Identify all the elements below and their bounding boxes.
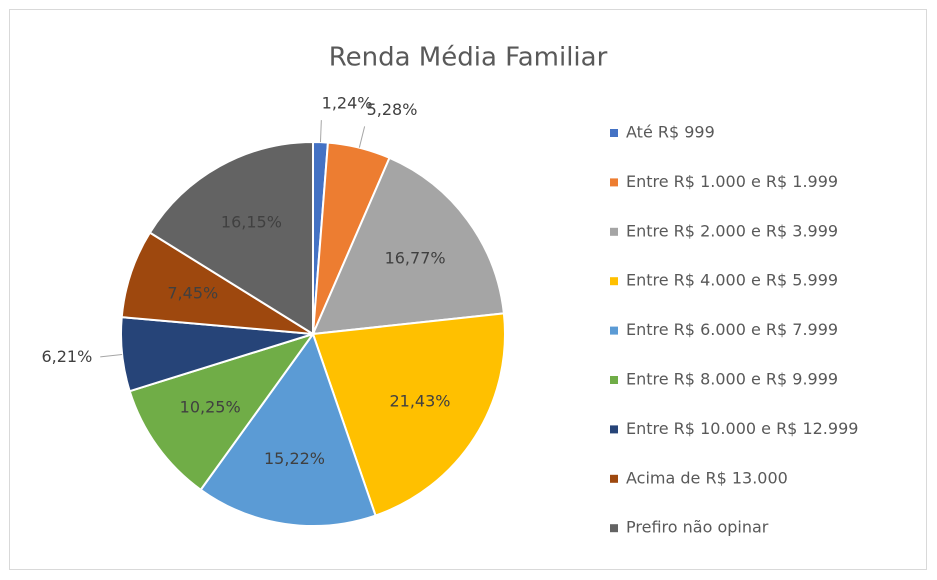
leader-line (358, 126, 366, 148)
leader-line (319, 120, 322, 143)
legend-label: Entre R$ 2.000 e R$ 3.999 (626, 221, 838, 240)
legend-swatch (610, 129, 618, 137)
legend-swatch (610, 178, 618, 187)
legend-label: Entre R$ 10.000 e R$ 12.999 (626, 419, 858, 438)
legend-label: Entre R$ 6.000 e R$ 7.999 (626, 320, 838, 339)
chart-title: Renda Média Familiar (329, 43, 608, 73)
legend-label: Entre R$ 1.000 e R$ 1.999 (626, 172, 838, 191)
data-label: 6,21% (41, 347, 92, 366)
legend-label: Até R$ 999 (626, 123, 715, 142)
leader-line (100, 354, 123, 358)
legend-label: Acima de R$ 13.000 (626, 468, 788, 487)
data-label: 15,22% (264, 449, 325, 468)
pie-slice (128, 332, 316, 492)
data-label: 5,28% (367, 100, 418, 119)
data-label: 7,45% (167, 283, 218, 302)
data-label: 10,25% (180, 398, 241, 417)
legend-label: Entre R$ 4.000 e R$ 5.999 (626, 271, 838, 290)
data-label: 16,15% (221, 213, 282, 232)
pie-slice (199, 331, 377, 527)
legend-label: Prefiro não opinar (626, 518, 769, 537)
legend-swatch (610, 227, 618, 236)
legend-swatch (610, 277, 618, 286)
data-label: 1,24% (322, 94, 373, 113)
legend-swatch (610, 425, 618, 434)
legend-swatch (610, 326, 618, 335)
pie-slice (148, 140, 314, 336)
legend-label: Entre R$ 8.000 e R$ 9.999 (626, 370, 838, 389)
data-label: 21,43% (389, 391, 450, 410)
legend-swatch (610, 376, 618, 384)
data-label: 16,77% (385, 248, 446, 267)
legend-swatch (610, 524, 618, 533)
pie-slice (311, 312, 506, 517)
pie-slice (311, 156, 505, 336)
legend-swatch (610, 474, 618, 483)
